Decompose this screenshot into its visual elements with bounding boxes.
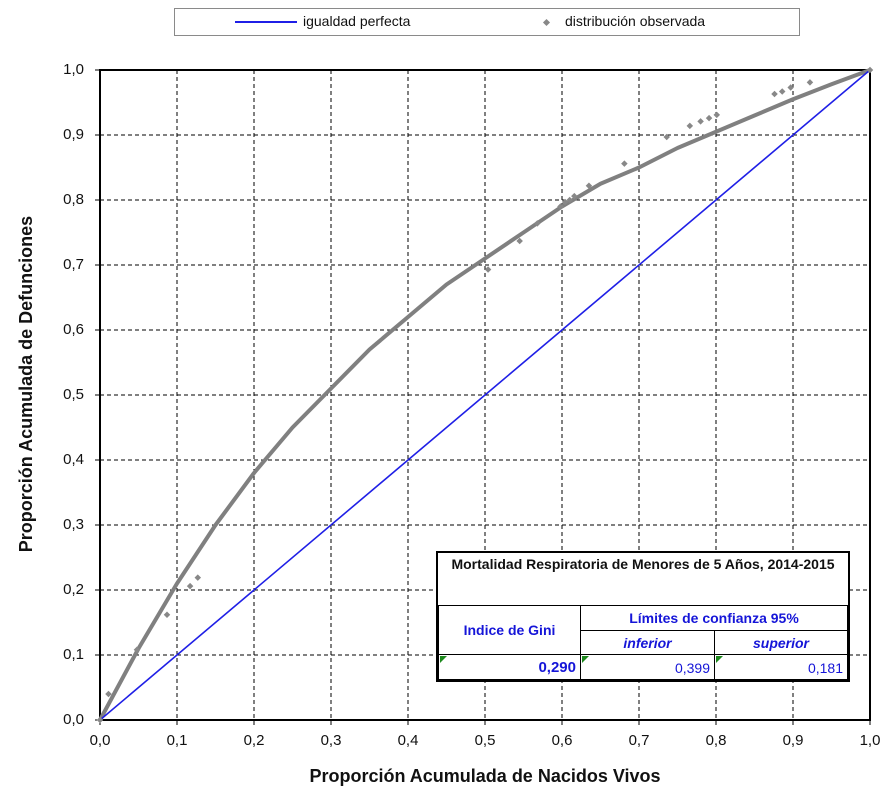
ci-header-cell: Límites de confianza 95% (580, 605, 848, 631)
observed-point (561, 198, 569, 206)
gini-label-cell: Indice de Gini (438, 605, 581, 655)
fitted-curve (98, 68, 871, 721)
gini-stats-table: Mortalidad Respiratoria de Menores de 5 … (436, 551, 850, 682)
observed-point (105, 690, 112, 698)
upper-header-cell: superior (714, 630, 848, 655)
comment-marker-icon (582, 656, 589, 663)
x-tick-label: 0,9 (782, 732, 804, 749)
observed-point (686, 122, 694, 130)
x-tick-label: 0,7 (628, 732, 650, 749)
ci-header: Límites de confianza 95% (629, 610, 799, 626)
lower-value-cell: 0,399 (580, 654, 715, 680)
observed-point (566, 196, 573, 204)
x-tick-label: 0,5 (474, 732, 496, 749)
y-tick-label: 0,4 (63, 451, 84, 468)
observed-point (713, 111, 721, 119)
x-tick-label: 1,0 (859, 732, 881, 749)
upper-value: 0,181 (807, 660, 843, 676)
gini-value-cell: 0,290 (438, 654, 581, 680)
observed-point (163, 611, 171, 618)
x-tick-label: 0,1 (166, 732, 188, 749)
y-tick-label: 0,9 (63, 126, 84, 143)
y-tick-label: 0,8 (63, 191, 84, 208)
x-tick-label: 0,4 (397, 732, 419, 749)
observed-point (484, 266, 492, 273)
x-axis-title: Proporción Acumulada de Nacidos Vivos (309, 766, 661, 786)
observed-point (771, 90, 778, 98)
x-tick-label: 0,3 (320, 732, 342, 749)
x-tick-label: 0,8 (705, 732, 727, 749)
lower-header: inferior (623, 635, 672, 651)
upper-value-cell: 0,181 (714, 654, 848, 680)
observed-point (806, 79, 814, 86)
gini-value: 0,290 (538, 659, 576, 676)
comment-marker-icon (716, 656, 723, 663)
observed-point (778, 88, 786, 95)
observed-point (96, 716, 104, 724)
gini-label: Indice de Gini (463, 622, 556, 638)
observed-point (585, 182, 593, 189)
lower-value: 0,399 (674, 660, 710, 676)
stats-title: Mortalidad Respiratoria de Menores de 5 … (451, 556, 835, 572)
y-tick-label: 0,1 (63, 646, 84, 663)
y-tick-label: 0,6 (63, 321, 84, 338)
observed-point (186, 582, 194, 590)
observed-point (697, 118, 704, 125)
legend-line-perfect (235, 21, 297, 23)
observed-point (663, 133, 670, 141)
y-tick-label: 0,3 (63, 516, 84, 533)
equality-line (99, 69, 871, 721)
y-tick-label: 0,0 (63, 711, 84, 728)
observed-point (534, 220, 541, 227)
x-tick-label: 0,0 (89, 732, 111, 749)
y-tick-label: 0,2 (63, 581, 84, 598)
y-tick-label: 0,7 (63, 256, 84, 273)
legend-label-observed: distribución observada (565, 13, 706, 29)
legend-label-perfect: igualdad perfecta (303, 13, 411, 29)
x-tick-label: 0,6 (551, 732, 573, 749)
comment-marker-icon (440, 656, 447, 663)
legend-marker-observed (542, 18, 551, 27)
lower-header-cell: inferior (580, 630, 715, 655)
upper-header: superior (752, 635, 809, 651)
y-axis-title: Proporción Acumulada de Defunciones (16, 215, 36, 553)
observed-point (194, 574, 202, 581)
observed-point (621, 160, 628, 167)
y-tick-label: 1,0 (63, 61, 84, 78)
observed-point (571, 192, 578, 200)
observed-point (705, 114, 713, 122)
x-tick-label: 0,2 (243, 732, 265, 749)
observed-point (133, 646, 141, 654)
y-tick-label: 0,5 (63, 386, 84, 403)
legend: igualdad perfecta distribución observada (174, 8, 800, 36)
